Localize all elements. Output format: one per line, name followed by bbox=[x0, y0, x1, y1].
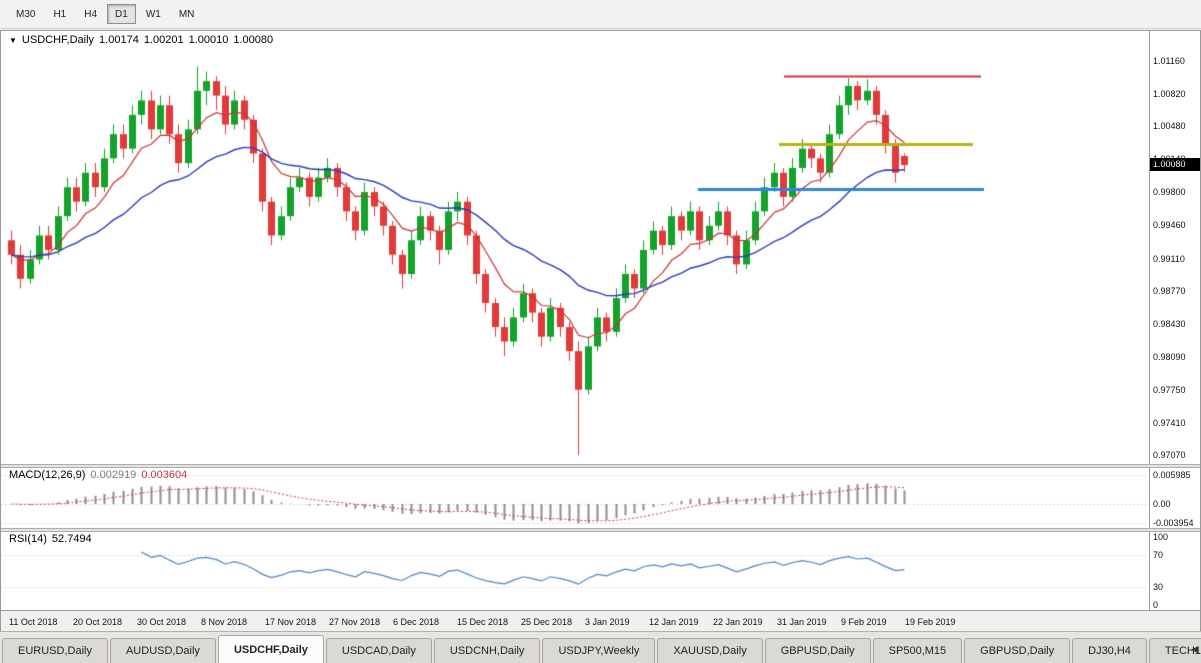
price-scale-label: 0.99460 bbox=[1153, 219, 1186, 230]
date-axis-label: 3 Jan 2019 bbox=[585, 617, 630, 627]
date-axis-label: 30 Oct 2018 bbox=[137, 617, 187, 627]
macd-panel: MACD(12,26,9) 0.002919 0.003604 0.005985 0.… bbox=[1, 468, 1200, 528]
macd-scale-label: 0.005985 bbox=[1153, 470, 1191, 481]
date-axis-label: 31 Jan 2019 bbox=[777, 617, 827, 627]
date-axis-label: 6 Dec 2018 bbox=[393, 617, 440, 627]
chart-tab-sp500-m15[interactable]: SP500,M15 bbox=[872, 638, 963, 663]
date-axis-label: 12 Jan 2019 bbox=[649, 617, 699, 627]
price-scale-label: 0.97750 bbox=[1153, 384, 1186, 395]
rsi-panel: RSI(14) 52.7494 100 70 30 0 bbox=[1, 532, 1200, 610]
macd-scale-label: 0.00 bbox=[1153, 499, 1171, 509]
date-axis-label: 17 Nov 2018 bbox=[265, 617, 317, 627]
macd-scale[interactable]: 0.005985 0.00 -0.003954 bbox=[1149, 468, 1200, 528]
chart-window: ▼ USDCHF,Daily 1.00174 1.00201 1.00010 1.0008… bbox=[0, 30, 1201, 632]
macd-scale-label: -0.003954 bbox=[1153, 517, 1194, 528]
price-scale-label: 1.01160 bbox=[1153, 55, 1185, 66]
chart-tab-gbpusd-daily[interactable]: GBPUSD,Daily bbox=[764, 638, 871, 663]
chart-tabbar: EURUSD,Daily AUDUSD,Daily USDCHF,Daily USDC… bbox=[0, 631, 1201, 663]
date-axis-label: 25 Dec 2018 bbox=[521, 617, 573, 627]
timeframe-button-h1[interactable]: H1 bbox=[45, 4, 74, 24]
date-axis-label: 8 Nov 2018 bbox=[201, 617, 248, 627]
chart-tab-usdcnh-daily[interactable]: USDCNH,Daily bbox=[433, 638, 541, 663]
date-axis-label: 9 Feb 2019 bbox=[841, 617, 887, 627]
price-chart-canvas[interactable] bbox=[1, 31, 1149, 464]
date-axis-label: 19 Feb 2019 bbox=[905, 617, 956, 627]
chart-tab-gbpusd-daily[interactable]: GBPUSD,Daily bbox=[964, 638, 1071, 663]
rsi-scale-label: 30 bbox=[1153, 581, 1164, 592]
current-price-box: 1.00080 bbox=[1150, 158, 1200, 172]
panel-splitter[interactable] bbox=[1, 528, 1200, 532]
panel-splitter[interactable] bbox=[1, 464, 1200, 468]
chart-tab-eurusd-daily[interactable]: EURUSD,Daily bbox=[2, 638, 108, 663]
price-scale-label: 0.98090 bbox=[1153, 351, 1186, 362]
timeframe-toolbar: M30 H1 H4 D1 W1 MN bbox=[0, 0, 1201, 29]
timeframe-button-h4[interactable]: H4 bbox=[76, 4, 105, 24]
price-scale-label: 0.97070 bbox=[1153, 450, 1186, 461]
date-axis-label: 20 Oct 2018 bbox=[73, 617, 123, 627]
rsi-scale-label: 0 bbox=[1153, 600, 1159, 610]
rsi-scale[interactable]: 100 70 30 0 bbox=[1149, 532, 1200, 610]
chart-tab-xauusd-daily[interactable]: XAUUSD,Daily bbox=[657, 638, 763, 663]
price-scale-label: 1.00820 bbox=[1153, 88, 1186, 99]
rsi-scale-label: 70 bbox=[1153, 550, 1164, 561]
price-scale-label: 0.98770 bbox=[1153, 286, 1186, 297]
price-scale-label: 0.99110 bbox=[1153, 253, 1185, 264]
price-scale-label: 0.97410 bbox=[1153, 417, 1186, 428]
price-scale-label: 0.98430 bbox=[1153, 319, 1186, 330]
price-scale-label: 1.00480 bbox=[1153, 121, 1186, 132]
date-axis-label: 11 Oct 2018 bbox=[9, 617, 58, 627]
date-axis-label: 22 Jan 2019 bbox=[713, 617, 763, 627]
date-axis-label: 15 Dec 2018 bbox=[457, 617, 509, 627]
main-price-scale[interactable]: 1.00080 1.01160 1.00820 1.00480 1.00140 0.99… bbox=[1149, 31, 1200, 464]
price-scale-label: 0.99800 bbox=[1153, 187, 1186, 198]
chart-tab-usdcad-daily[interactable]: USDCAD,Daily bbox=[325, 638, 432, 663]
chart-tab-tech100[interactable]: TECH100 bbox=[1148, 638, 1201, 663]
main-chart-panel: ▼ USDCHF,Daily 1.00174 1.00201 1.00010 1.0008… bbox=[1, 31, 1200, 464]
timeframe-button-d1[interactable]: D1 bbox=[107, 4, 136, 24]
timeframe-button-m30[interactable]: M30 bbox=[8, 4, 43, 24]
timeframe-button-w1[interactable]: W1 bbox=[138, 4, 169, 24]
price-scale-label: 1.00140 bbox=[1153, 154, 1186, 165]
chart-tab-audusd-daily[interactable]: AUDUSD,Daily bbox=[109, 638, 216, 663]
chart-tab-dj30-h4[interactable]: DJ30,H4 bbox=[1072, 638, 1147, 663]
chart-tab-usdchf-daily[interactable]: USDCHF,Daily bbox=[217, 635, 324, 663]
date-axis[interactable]: 11 Oct 2018 20 Oct 2018 30 Oct 2018 8 Nov 2… bbox=[1, 610, 1200, 632]
rsi-scale-label: 100 bbox=[1153, 532, 1169, 542]
rsi-canvas[interactable] bbox=[1, 532, 1149, 610]
tab-scroll-left-icon[interactable]: ◀ bbox=[1191, 644, 1198, 654]
date-axis-label: 27 Nov 2018 bbox=[329, 617, 381, 627]
chart-tab-usdjpy-weekly[interactable]: USDJPY,Weekly bbox=[542, 638, 656, 663]
timeframe-button-mn[interactable]: MN bbox=[171, 4, 203, 24]
macd-canvas[interactable] bbox=[1, 468, 1149, 528]
